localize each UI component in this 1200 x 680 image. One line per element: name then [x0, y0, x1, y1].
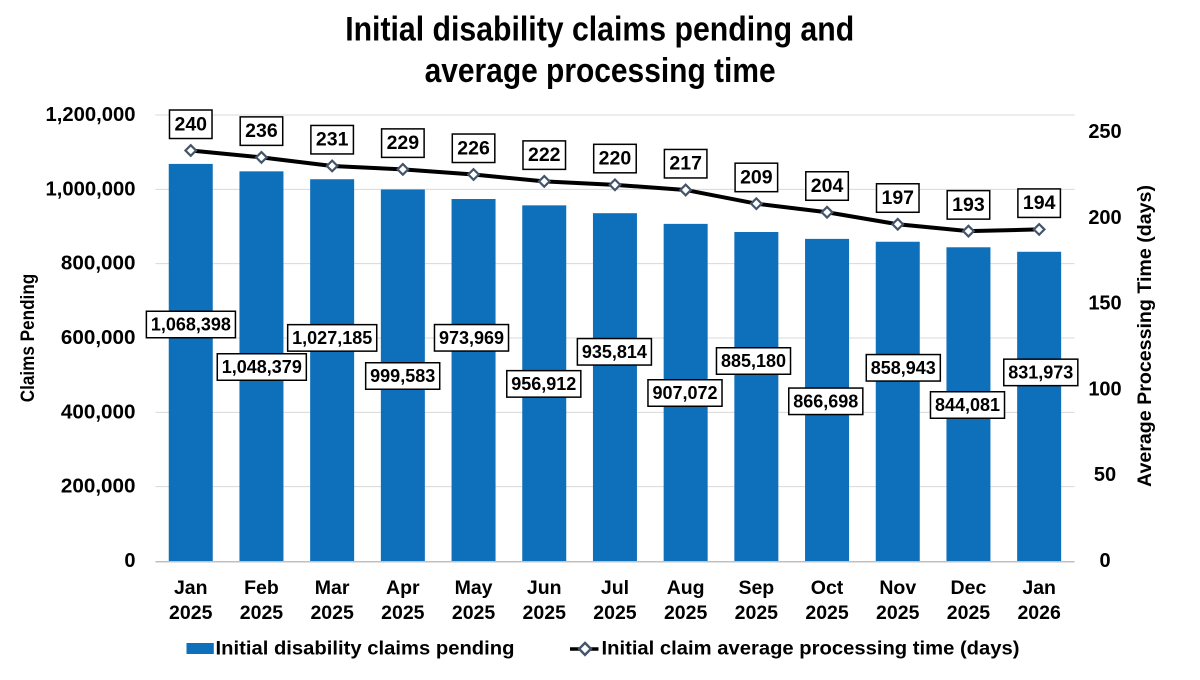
svg-text:973,969: 973,969 [439, 328, 504, 348]
svg-text:Initial claim average processi: Initial claim average processing time (d… [602, 638, 1020, 660]
svg-text:Feb: Feb [244, 577, 279, 599]
svg-text:2025: 2025 [593, 602, 637, 624]
svg-text:858,943: 858,943 [871, 358, 936, 378]
svg-text:Mar: Mar [315, 577, 350, 599]
svg-text:2025: 2025 [735, 602, 779, 624]
svg-text:2025: 2025 [381, 602, 425, 624]
svg-text:Aug: Aug [667, 577, 705, 599]
svg-text:average processing time: average processing time [425, 52, 776, 90]
svg-text:2025: 2025 [240, 602, 284, 624]
svg-text:226: 226 [457, 137, 490, 159]
svg-text:2025: 2025 [169, 602, 213, 624]
svg-text:885,180: 885,180 [721, 351, 786, 371]
svg-text:197: 197 [881, 187, 914, 209]
svg-text:2025: 2025 [523, 602, 567, 624]
svg-text:935,814: 935,814 [582, 342, 647, 362]
svg-text:100: 100 [1088, 378, 1121, 400]
svg-text:1,027,185: 1,027,185 [292, 328, 372, 348]
svg-text:907,072: 907,072 [652, 383, 717, 403]
svg-text:1,068,398: 1,068,398 [151, 315, 231, 335]
svg-text:204: 204 [811, 175, 844, 197]
svg-text:Jan: Jan [174, 577, 208, 599]
svg-text:209: 209 [740, 166, 773, 188]
svg-text:800,000: 800,000 [61, 253, 136, 275]
svg-text:2025: 2025 [452, 602, 496, 624]
svg-text:866,698: 866,698 [793, 391, 858, 411]
svg-text:200,000: 200,000 [61, 476, 136, 498]
svg-text:Sep: Sep [738, 577, 774, 599]
svg-text:2025: 2025 [310, 602, 354, 624]
svg-text:1,048,379: 1,048,379 [222, 357, 302, 377]
svg-text:236: 236 [245, 120, 278, 142]
svg-text:217: 217 [669, 153, 702, 175]
svg-text:222: 222 [528, 144, 561, 166]
svg-text:Average Processing Time (days): Average Processing Time (days) [1135, 185, 1156, 487]
svg-text:May: May [455, 577, 493, 599]
svg-text:Jan: Jan [1022, 577, 1056, 599]
svg-text:831,973: 831,973 [1008, 362, 1073, 382]
svg-text:Initial disability claims pend: Initial disability claims pending [216, 638, 515, 660]
svg-text:1,200,000: 1,200,000 [46, 104, 136, 126]
svg-text:50: 50 [1094, 464, 1116, 486]
svg-text:999,583: 999,583 [370, 366, 435, 386]
svg-text:Jun: Jun [527, 577, 562, 599]
svg-text:0: 0 [124, 550, 135, 572]
svg-text:200: 200 [1088, 207, 1121, 229]
svg-text:240: 240 [174, 113, 207, 135]
svg-text:2026: 2026 [1017, 602, 1061, 624]
svg-text:231: 231 [316, 129, 349, 151]
svg-text:220: 220 [599, 148, 632, 170]
svg-text:2025: 2025 [664, 602, 708, 624]
svg-text:150: 150 [1088, 293, 1121, 315]
svg-text:194: 194 [1023, 192, 1056, 214]
svg-text:193: 193 [952, 194, 985, 216]
svg-text:Oct: Oct [811, 577, 844, 599]
svg-text:Nov: Nov [879, 577, 916, 599]
svg-text:Dec: Dec [951, 577, 987, 599]
svg-text:250: 250 [1088, 121, 1121, 143]
svg-text:Initial disability claims pend: Initial disability claims pending and [345, 10, 854, 48]
svg-text:2025: 2025 [876, 602, 920, 624]
svg-text:956,912: 956,912 [511, 374, 576, 394]
svg-text:844,081: 844,081 [935, 395, 1000, 415]
svg-text:2025: 2025 [947, 602, 991, 624]
svg-text:2025: 2025 [805, 602, 849, 624]
svg-text:Apr: Apr [386, 577, 420, 599]
svg-text:1,000,000: 1,000,000 [46, 178, 136, 200]
svg-text:Jul: Jul [601, 577, 629, 599]
svg-text:229: 229 [387, 132, 420, 154]
svg-text:400,000: 400,000 [61, 401, 136, 423]
svg-text:0: 0 [1099, 550, 1110, 572]
svg-text:600,000: 600,000 [61, 327, 136, 349]
svg-text:Claims Pending: Claims Pending [18, 274, 39, 403]
